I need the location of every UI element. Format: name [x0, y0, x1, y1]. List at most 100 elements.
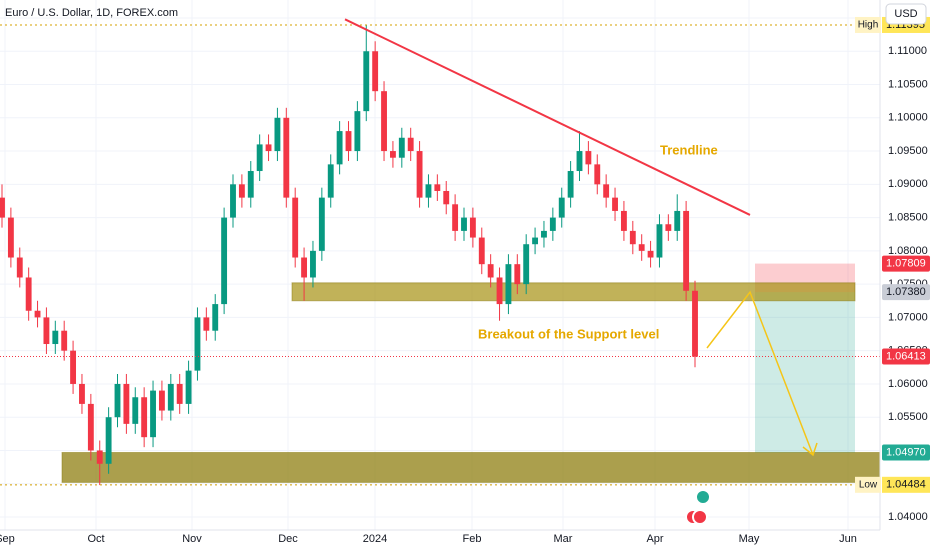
y-tick-label: 1.08500 [888, 212, 928, 224]
drawings: Trendline Breakout of the Support level [0, 18, 880, 486]
low-tag-box [855, 476, 881, 493]
candle-body [692, 290, 698, 357]
y-tick-label: 1.04000 [888, 511, 928, 523]
price-badge [882, 284, 930, 301]
candle-body [96, 450, 103, 464]
low-badge [882, 476, 930, 493]
price-badge [882, 255, 930, 272]
candle-body [221, 217, 228, 305]
projection [706, 290, 814, 456]
y-tick-label: 1.09000 [888, 178, 928, 190]
candle-body [558, 197, 565, 218]
candle-body [327, 164, 334, 198]
currency-box[interactable] [885, 3, 927, 25]
candle-body [372, 51, 379, 92]
y-tick-label: 1.10500 [888, 78, 928, 90]
y-tick-label: 1.10000 [888, 112, 928, 124]
candle-body [212, 304, 219, 331]
candle-body [185, 370, 192, 404]
candle-body [389, 151, 396, 158]
candle-body [443, 190, 450, 205]
high-tag-box [855, 16, 881, 33]
candle-body [230, 184, 236, 218]
candle-body [416, 151, 423, 198]
candle-body [158, 390, 165, 411]
candle-body [656, 224, 663, 258]
candle-body [478, 237, 485, 265]
candle-body [381, 91, 387, 152]
y-tick-label: 1.09500 [888, 145, 928, 157]
candle-body [620, 210, 627, 231]
candle-body [612, 197, 618, 211]
x-tick-label: Dec [278, 533, 298, 545]
x-tick-label: Sep [0, 533, 15, 545]
x-tick-label: May [739, 533, 760, 545]
candle-body [629, 230, 636, 245]
y-tick-label: 1.05500 [888, 411, 928, 423]
high-tag: High [858, 20, 879, 31]
candle-body [638, 244, 645, 251]
x-tick-label: Oct [87, 533, 104, 545]
candle-body [238, 184, 245, 198]
candle-body [532, 237, 539, 245]
candle-body [61, 330, 68, 351]
candle-body [541, 230, 547, 238]
candle-body [176, 383, 183, 404]
candle-body [43, 317, 50, 345]
price-badge [882, 348, 930, 365]
zones [61, 263, 881, 483]
candles [0, 25, 698, 486]
x-tick-label: 2024 [363, 533, 387, 545]
candle-body [87, 403, 94, 451]
chart-title: Euro / U.S. Dollar, 1D, FOREX.com [5, 7, 178, 19]
candle-body [398, 137, 405, 158]
candle-body [674, 210, 681, 231]
x-tick-label: Mar [554, 533, 573, 545]
candle-body [647, 250, 654, 258]
candle-body [310, 250, 316, 278]
candle-body [318, 197, 325, 251]
candle-body [70, 350, 77, 384]
event-icon[interactable] [695, 489, 711, 505]
axis: 1.040001.045001.050001.055001.060001.065… [0, 12, 930, 545]
event-icon[interactable] [692, 509, 708, 525]
candle-body [274, 117, 281, 152]
candle-body [16, 257, 23, 278]
candle-body [363, 51, 370, 112]
x-tick-label: Jun [839, 533, 857, 545]
candle-body [576, 151, 583, 172]
x-tick-label: Nov [182, 533, 202, 545]
price-badge-label: 1.06413 [886, 350, 926, 362]
y-tick-label: 1.11000 [888, 45, 927, 57]
candle-body [354, 111, 361, 152]
candle-body [194, 317, 201, 371]
currency[interactable]: USD [894, 8, 917, 20]
price-badge-label: 1.04970 [886, 446, 926, 458]
candle-body [407, 137, 414, 152]
candle-body [425, 184, 432, 198]
zone [291, 282, 856, 302]
candle-body [452, 204, 459, 231]
candle-body [265, 144, 272, 152]
candle-body [514, 264, 521, 285]
trendline-label: Trendline [660, 142, 718, 157]
candle-body [487, 264, 494, 278]
low-badge-label: 1.04484 [886, 479, 926, 491]
candle-body [567, 171, 574, 198]
candle-body [301, 257, 308, 278]
price-badge [882, 444, 930, 461]
candle-body [665, 224, 672, 231]
trendline [344, 18, 751, 216]
candle-body [132, 397, 139, 424]
candle-body [585, 151, 592, 165]
candle-body [52, 330, 59, 345]
price-badge-label: 1.07380 [886, 286, 926, 298]
candle-body [292, 197, 299, 258]
candle-body [25, 277, 32, 311]
candle-body [114, 383, 121, 418]
candle-body [523, 244, 530, 285]
y-tick-label: 1.07000 [888, 311, 928, 323]
candle-body [345, 131, 352, 152]
y-tick-label: 1.06000 [888, 378, 928, 390]
